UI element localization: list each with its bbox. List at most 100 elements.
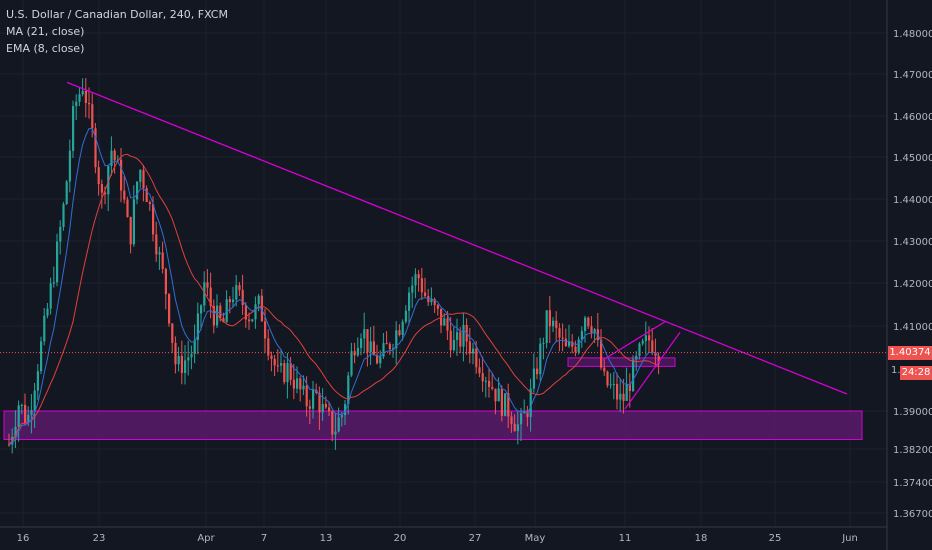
x-tick-label-2[interactable]: Apr xyxy=(197,533,215,544)
candle-79[interactable] xyxy=(260,295,263,322)
candle-201[interactable] xyxy=(651,340,654,353)
legend-ma[interactable]: MA (21, close) xyxy=(6,25,85,38)
candle-94[interactable] xyxy=(308,406,311,409)
candle-13[interactable] xyxy=(49,283,52,309)
candle-3[interactable] xyxy=(17,405,20,427)
candle-191[interactable] xyxy=(619,393,622,400)
candle-89[interactable] xyxy=(292,379,295,389)
candle-166[interactable] xyxy=(539,343,542,375)
x-tick-label-6[interactable]: 27 xyxy=(469,533,482,544)
y-tick-label-11[interactable]: 1.36700 xyxy=(893,509,932,520)
candle-123[interactable] xyxy=(401,321,404,336)
candle-43[interactable] xyxy=(145,188,148,203)
candle-114[interactable] xyxy=(372,341,375,356)
candle-7[interactable] xyxy=(30,409,33,415)
candle-163[interactable] xyxy=(529,388,532,417)
candle-189[interactable] xyxy=(612,384,615,386)
candle-177[interactable] xyxy=(574,346,577,352)
candle-51[interactable] xyxy=(171,323,174,343)
candle-150[interactable] xyxy=(488,380,491,387)
candle-14[interactable] xyxy=(52,282,55,284)
candle-80[interactable] xyxy=(264,321,267,339)
candle-18[interactable] xyxy=(65,181,68,205)
candle-107[interactable] xyxy=(350,351,353,376)
candle-151[interactable] xyxy=(491,386,494,389)
candle-148[interactable] xyxy=(481,373,484,382)
candle-64[interactable] xyxy=(212,305,215,326)
candle-47[interactable] xyxy=(158,252,161,255)
candle-78[interactable] xyxy=(257,295,260,305)
candle-74[interactable] xyxy=(244,305,247,320)
y-tick-label-0[interactable]: 1.48000 xyxy=(893,29,932,40)
candle-109[interactable] xyxy=(356,347,359,356)
candle-186[interactable] xyxy=(603,367,606,372)
legend-symbol[interactable]: U.S. Dollar / Canadian Dollar, 240, FXCM xyxy=(6,8,228,21)
candle-133[interactable] xyxy=(433,299,436,306)
candle-83[interactable] xyxy=(273,358,276,366)
candle-139[interactable] xyxy=(452,340,455,351)
candle-12[interactable] xyxy=(46,308,49,316)
candle-171[interactable] xyxy=(555,320,558,329)
candle-88[interactable] xyxy=(289,362,292,380)
x-tick-label-11[interactable]: Jun xyxy=(841,533,858,544)
candle-52[interactable] xyxy=(174,342,177,365)
candle-202[interactable] xyxy=(654,352,657,356)
candle-153[interactable] xyxy=(497,388,500,402)
candle-156[interactable] xyxy=(507,393,510,417)
candle-48[interactable] xyxy=(161,252,164,269)
x-tick-label-8[interactable]: 11 xyxy=(619,533,632,544)
candle-126[interactable] xyxy=(411,285,414,293)
candle-81[interactable] xyxy=(267,338,270,356)
candle-192[interactable] xyxy=(622,393,625,401)
x-tick-label-10[interactable]: 25 xyxy=(769,533,782,544)
candle-138[interactable] xyxy=(449,330,452,351)
candle-111[interactable] xyxy=(363,329,366,339)
support-zone[interactable] xyxy=(3,410,863,440)
candle-54[interactable] xyxy=(180,355,183,374)
candle-84[interactable] xyxy=(276,365,279,367)
candle-127[interactable] xyxy=(414,274,417,286)
y-tick-label-4[interactable]: 1.44000 xyxy=(893,195,932,206)
candle-194[interactable] xyxy=(628,384,631,391)
candle-132[interactable] xyxy=(430,299,433,303)
candle-29[interactable] xyxy=(100,184,103,193)
descending-trendline[interactable] xyxy=(66,81,848,395)
candle-110[interactable] xyxy=(360,338,363,348)
y-tick-label-5[interactable]: 1.43000 xyxy=(893,237,932,248)
candle-24[interactable] xyxy=(84,90,87,103)
y-tick-label-3[interactable]: 1.45000 xyxy=(893,153,932,164)
candle-174[interactable] xyxy=(564,338,567,347)
candle-67[interactable] xyxy=(222,318,225,323)
candle-100[interactable] xyxy=(328,407,331,412)
candle-101[interactable] xyxy=(331,411,334,435)
candle-119[interactable] xyxy=(388,344,391,350)
candle-200[interactable] xyxy=(648,335,651,341)
candle-20[interactable] xyxy=(72,106,75,151)
candle-61[interactable] xyxy=(203,282,206,306)
x-tick-label-1[interactable]: 23 xyxy=(93,533,106,544)
candle-102[interactable] xyxy=(334,431,337,435)
candle-118[interactable] xyxy=(385,343,388,345)
candle-77[interactable] xyxy=(254,304,257,320)
annotation-zones[interactable] xyxy=(3,357,863,440)
candle-86[interactable] xyxy=(283,363,286,383)
candle-161[interactable] xyxy=(523,411,526,414)
candle-195[interactable] xyxy=(632,359,635,391)
x-tick-label-0[interactable]: 16 xyxy=(17,533,30,544)
candle-117[interactable] xyxy=(382,343,385,357)
candle-97[interactable] xyxy=(318,392,321,413)
candle-165[interactable] xyxy=(536,368,539,375)
candle-112[interactable] xyxy=(366,329,369,353)
candle-128[interactable] xyxy=(417,274,420,279)
candle-120[interactable] xyxy=(392,348,395,350)
annotation-lines[interactable] xyxy=(66,81,848,410)
candle-187[interactable] xyxy=(606,371,609,386)
candle-42[interactable] xyxy=(142,170,145,189)
wedge-lower-line[interactable] xyxy=(624,332,681,410)
candle-136[interactable] xyxy=(443,318,446,326)
candle-10[interactable] xyxy=(40,341,43,372)
candle-124[interactable] xyxy=(404,310,407,322)
candle-26[interactable] xyxy=(91,104,94,129)
candle-142[interactable] xyxy=(462,324,465,347)
candle-199[interactable] xyxy=(644,335,647,341)
